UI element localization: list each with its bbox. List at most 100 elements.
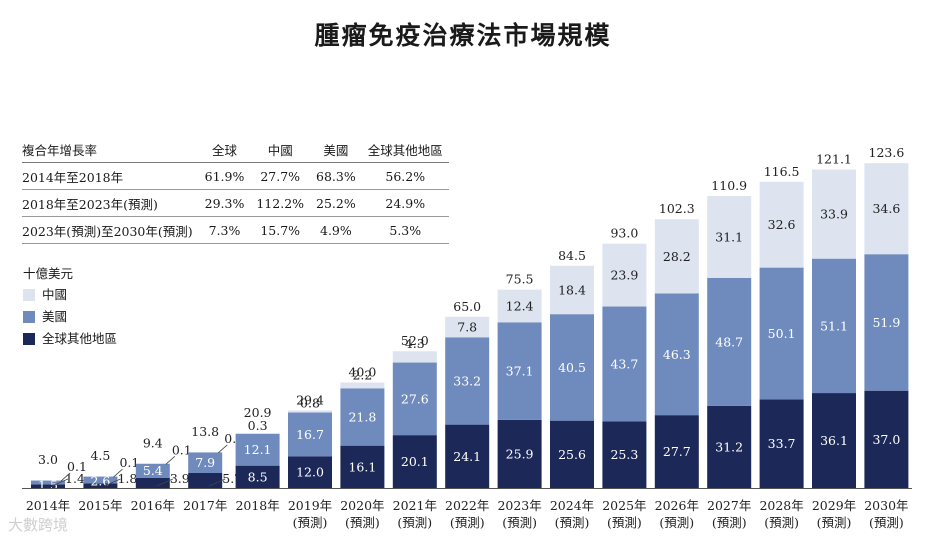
bar-segment-us (188, 452, 223, 474)
cagr-cell: 56.2% (361, 162, 449, 190)
leader-line (113, 468, 123, 478)
x-tick-sublabel: (預測) (293, 515, 328, 530)
legend-item-china: 中國 (23, 284, 117, 306)
bar-segment-rest (288, 456, 332, 488)
data-label-us: 7.9 (195, 455, 215, 470)
data-label-china: 12.4 (506, 299, 534, 314)
data-label-china: 31.1 (715, 229, 743, 244)
bar-segment-us (550, 314, 594, 421)
leader-line (156, 478, 173, 487)
total-label: 20.9 (244, 405, 272, 420)
data-label-us: 40.5 (558, 360, 586, 375)
x-tick-sublabel: (預測) (764, 515, 799, 530)
x-tick-label: 2019年 (288, 498, 332, 513)
data-label-china: 28.2 (663, 249, 691, 264)
data-label-us: 27.6 (401, 391, 429, 406)
chart-title: 腫瘤免疫治療法市場規模 (314, 21, 612, 50)
data-label-us: 33.2 (453, 373, 481, 388)
total-label: 116.5 (764, 164, 800, 179)
bar-segment-rest (83, 483, 118, 488)
cagr-cell: 112.2% (250, 189, 311, 217)
total-label: 29.4 (296, 392, 324, 407)
bar-segment-us (135, 463, 170, 478)
bar-segment-china (812, 169, 856, 259)
leader-line (209, 478, 226, 487)
data-label-china: 4.3 (405, 336, 425, 351)
data-label-china: 0.1 (67, 459, 87, 474)
data-label-us: 50.1 (768, 326, 796, 341)
bar-segment-china (188, 451, 223, 453)
data-label-rest: 20.1 (401, 454, 429, 469)
cagr-cell: 27.7% (250, 162, 311, 190)
data-label-rest: 8.5 (248, 469, 268, 484)
data-label-china: 34.6 (872, 201, 900, 216)
data-label-us: 16.7 (296, 427, 324, 442)
data-label-us: 46.3 (663, 347, 691, 362)
x-tick-label: 2021年 (393, 498, 437, 513)
data-label-us: 5.4 (143, 463, 163, 478)
total-label: 65.0 (453, 299, 481, 314)
bar-segment-us (497, 322, 542, 420)
bar-segment-rest (392, 435, 437, 488)
cagr-cell: 68.3% (310, 162, 362, 190)
cagr-cell: 5.3% (361, 216, 449, 244)
data-label-rest: 16.1 (348, 459, 376, 474)
x-tick-label: 2025年 (602, 498, 646, 513)
x-tick-sublabel: (預測) (397, 515, 432, 530)
bar-segment-us (602, 306, 647, 422)
total-label: 3.0 (38, 452, 58, 467)
data-label-china: 2.2 (352, 368, 372, 383)
legend-swatch-china (23, 289, 35, 301)
total-label: 110.9 (711, 178, 747, 193)
cagr-row: 2014年至2018年 61.9% 27.7% 68.3% 56.2% (22, 162, 449, 190)
bar-segment-us (83, 476, 118, 484)
total-label: 102.3 (659, 201, 695, 216)
x-tick-label: 2027年 (707, 498, 751, 513)
data-label-us: 48.7 (715, 334, 743, 349)
total-label: 13.8 (191, 424, 219, 439)
bar-segment-us (812, 258, 856, 394)
bar-segment-us (759, 267, 804, 400)
cagr-row: 2018年至2023年(預測) 29.3% 112.2% 25.2% 24.9% (22, 189, 449, 217)
bar-segment-rest (864, 390, 909, 488)
bar-segment-us (31, 480, 65, 485)
bar-segment-rest (759, 399, 804, 488)
bar-segment-us (340, 388, 385, 446)
data-label-china: 0.1 (172, 442, 192, 457)
x-tick-label: 2016年 (131, 498, 175, 513)
x-tick-sublabel: (預測) (607, 515, 642, 530)
bar-segment-china (497, 289, 542, 323)
x-tick-label: 2028年 (759, 498, 803, 513)
bar-segment-rest (654, 415, 699, 488)
data-label-china: 0.8 (300, 395, 320, 410)
bar-segment-rest (235, 465, 280, 488)
legend-item-rest: 全球其他地區 (23, 328, 117, 350)
cagr-cell: 61.9% (198, 162, 251, 190)
leader-line (165, 455, 176, 465)
cagr-cell: 15.7% (250, 216, 311, 244)
legend-label: 美國 (42, 309, 68, 324)
bar-segment-rest (497, 419, 542, 488)
cagr-header-cell: 複合年增長率 (22, 136, 199, 163)
bar-segment-china (83, 476, 118, 477)
cagr-header-cell: 全球其他地區 (361, 136, 449, 163)
bar-segment-china (392, 351, 437, 363)
bar-segment-us (445, 337, 490, 425)
cagr-cell: 29.3% (198, 189, 251, 217)
bar-segment-china (135, 463, 170, 464)
data-label-rest: 1.8 (117, 471, 137, 486)
cagr-header-row: 複合年增長率 全球 中國 美國 全球其他地區 (22, 136, 449, 163)
bar-segment-rest (602, 421, 647, 488)
bar-segment-us (235, 433, 280, 466)
legend-item-us: 美國 (23, 306, 117, 328)
x-tick-label: 2018年 (235, 498, 279, 513)
data-label-rest: 25.3 (610, 447, 638, 462)
cagr-header-cell: 中國 (250, 136, 311, 163)
bar-segment-china (759, 181, 804, 268)
cagr-header-cell: 全球 (198, 136, 251, 163)
bar-segment-china (445, 316, 490, 338)
leader-line (217, 444, 228, 454)
bar-segment-us (288, 412, 332, 457)
data-label-rest: 3.9 (170, 471, 190, 486)
data-label-rest: 12.0 (296, 465, 324, 480)
